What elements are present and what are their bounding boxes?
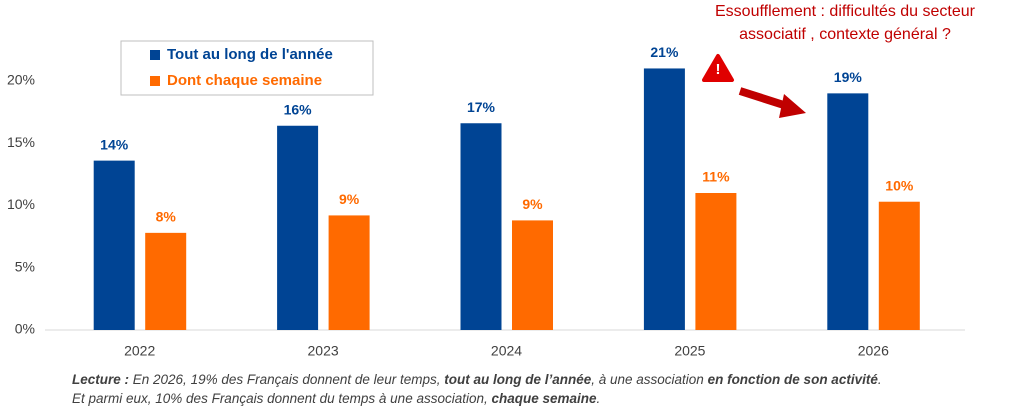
y-tick-label: 10% xyxy=(7,196,35,212)
bar xyxy=(145,232,187,330)
value-label: 21% xyxy=(650,44,679,60)
legend-label: Dont chaque semaine xyxy=(167,72,322,89)
note-line: Lecture : En 2026, 19% des Français donn… xyxy=(72,372,882,387)
note-segment: En 2026, 19% des Français donnent de leu… xyxy=(129,372,444,387)
value-label: 17% xyxy=(467,99,496,115)
note-segment: Lecture : xyxy=(72,372,129,387)
x-tick-label: 2025 xyxy=(674,343,705,359)
value-label: 8% xyxy=(156,209,177,225)
bar xyxy=(328,215,370,330)
annotation: Essoufflement : difficultés du secteur xyxy=(715,3,976,20)
bar xyxy=(695,193,737,330)
value-label: 14% xyxy=(100,136,129,152)
bar xyxy=(827,93,869,330)
x-tick-label: 2024 xyxy=(491,343,522,359)
value-label: 11% xyxy=(702,169,730,185)
legend-box xyxy=(120,40,374,96)
value-label: 10% xyxy=(885,177,914,193)
svg-text:!: ! xyxy=(716,61,721,78)
y-tick-label: 15% xyxy=(7,134,35,150)
legend-label: Tout au long de l'année xyxy=(167,46,333,63)
x-tick-label: 2023 xyxy=(308,343,339,359)
x-tick-label: 2026 xyxy=(858,343,889,359)
value-label: 16% xyxy=(284,101,313,117)
annotation: associatif , contexte général ? xyxy=(739,26,951,43)
note-segment: . xyxy=(597,391,601,406)
y-tick-label: 5% xyxy=(15,258,35,274)
annotation-arrow xyxy=(738,87,806,118)
note-segment: , à une association xyxy=(591,372,707,387)
value-label: 19% xyxy=(834,69,863,85)
note-segment: Et parmi eux, 10% des Français donnent d… xyxy=(72,391,492,406)
x-tick-label: 2022 xyxy=(124,343,155,359)
note-segment: tout au long de l’année xyxy=(444,372,591,387)
bar xyxy=(878,201,920,330)
legend-swatch xyxy=(150,76,160,86)
y-tick-label: 0% xyxy=(15,321,35,337)
bar xyxy=(643,68,685,331)
note-segment: en fonction de son activité xyxy=(708,372,879,387)
annotation-icon: ! xyxy=(702,54,734,82)
y-tick-label: 20% xyxy=(7,72,35,88)
bar xyxy=(277,125,319,330)
bar xyxy=(512,220,553,330)
note-line: Et parmi eux, 10% des Français donnent d… xyxy=(72,391,600,406)
value-label: 9% xyxy=(339,191,360,207)
bar xyxy=(93,160,135,330)
bar xyxy=(460,123,502,330)
note-segment: . xyxy=(878,372,882,387)
legend-swatch xyxy=(150,50,160,60)
value-label: 9% xyxy=(522,196,543,212)
note-segment: chaque semaine xyxy=(492,391,598,406)
